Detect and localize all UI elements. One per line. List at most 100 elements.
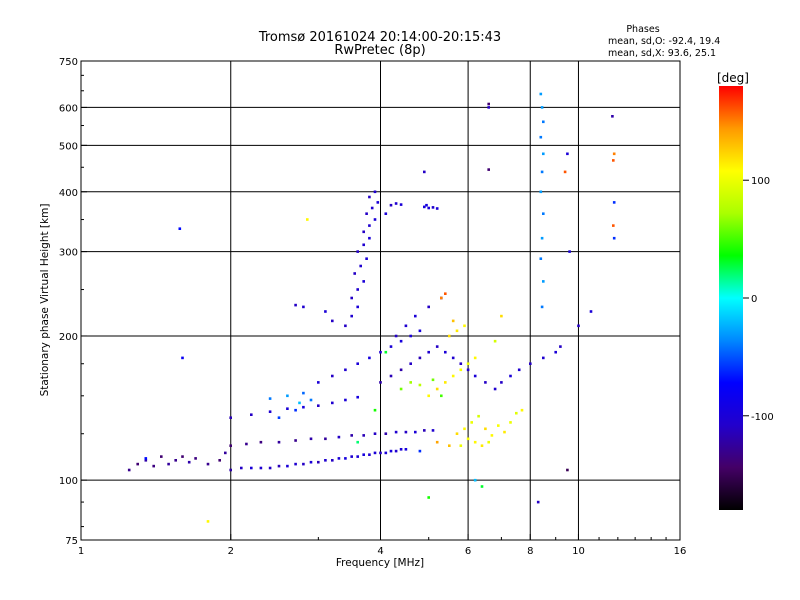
x-tick-label: 6 <box>465 546 471 557</box>
phases-title: Phases <box>626 24 659 35</box>
data-point <box>277 440 281 444</box>
data-point <box>470 421 473 424</box>
data-point <box>379 451 382 455</box>
data-point <box>229 468 232 472</box>
data-point <box>612 224 615 227</box>
data-point <box>563 170 567 174</box>
data-point <box>368 195 371 199</box>
colorbar-tick-label: 0 <box>751 294 757 305</box>
data-point <box>337 435 341 439</box>
data-point <box>187 460 191 464</box>
plot-area: 1 2 4 6 8 10 16 75 100 200 300 400 500 600 750 <box>59 57 686 557</box>
data-point <box>418 449 422 453</box>
data-point <box>294 303 297 307</box>
x-tick-label: 8 <box>527 546 533 557</box>
data-point <box>466 362 470 365</box>
data-point <box>539 135 543 139</box>
data-point <box>515 411 518 415</box>
y-tick-label: 75 <box>65 536 78 547</box>
data-point <box>399 203 403 206</box>
data-point <box>473 356 477 360</box>
data-point <box>181 356 184 360</box>
data-point <box>425 203 428 207</box>
data-point <box>404 430 408 434</box>
x-tick-label: 2 <box>228 546 234 557</box>
data-point <box>152 464 155 468</box>
x-tick-label: 10 <box>572 546 585 557</box>
data-point <box>473 478 477 482</box>
data-point <box>612 201 616 204</box>
y-tick-label: 750 <box>59 57 78 68</box>
data-point <box>440 296 443 300</box>
data-point <box>373 451 377 455</box>
data-point <box>487 102 490 106</box>
data-point <box>277 416 281 419</box>
data-point <box>324 437 327 441</box>
data-point <box>136 462 139 466</box>
data-point <box>409 334 412 338</box>
data-point <box>409 381 412 384</box>
data-point <box>459 368 463 372</box>
data-point <box>309 437 313 441</box>
data-point <box>368 236 371 240</box>
data-point <box>427 350 430 354</box>
y-tick-label: 300 <box>59 248 78 259</box>
data-point <box>466 368 470 372</box>
data-point <box>317 460 320 464</box>
data-point <box>356 395 359 399</box>
data-point <box>389 345 393 348</box>
data-point <box>431 429 435 432</box>
data-point <box>480 444 484 447</box>
data-point <box>409 362 412 365</box>
data-point <box>459 362 463 365</box>
data-point <box>268 397 272 400</box>
data-point <box>539 190 543 194</box>
grid-lines <box>81 61 680 540</box>
data-point <box>435 387 439 391</box>
data-point <box>566 152 569 156</box>
data-point <box>394 334 398 338</box>
data-point <box>466 437 470 441</box>
data-point <box>370 206 374 210</box>
data-point <box>309 460 313 464</box>
data-point <box>384 451 388 455</box>
data-point <box>423 429 426 432</box>
data-point <box>431 378 435 382</box>
data-point <box>427 496 430 499</box>
data-point <box>451 356 455 360</box>
data-point <box>294 439 297 442</box>
data-point <box>487 440 490 444</box>
data-point <box>384 350 388 354</box>
data-point <box>484 427 487 431</box>
data-point <box>509 421 512 424</box>
data-points <box>127 92 616 523</box>
data-point <box>368 356 371 360</box>
data-point <box>399 387 403 391</box>
data-point <box>359 264 362 268</box>
data-point <box>418 329 422 333</box>
data-point <box>384 432 388 435</box>
chart-subtitle: RwPretec (8p) <box>334 43 425 58</box>
data-point <box>394 202 398 205</box>
data-point <box>294 408 297 412</box>
data-point <box>368 224 371 227</box>
data-point <box>542 356 545 360</box>
data-point <box>362 453 365 456</box>
data-point <box>435 207 439 210</box>
data-point <box>540 305 544 309</box>
data-point <box>577 324 580 328</box>
data-point <box>539 92 543 96</box>
colorbar-tick-label: -100 <box>751 412 774 423</box>
data-point <box>389 374 393 378</box>
data-point <box>268 466 272 470</box>
data-point <box>493 339 497 343</box>
data-point <box>448 444 451 447</box>
data-point <box>493 387 497 391</box>
colorbar: [deg] 100 0 -100 <box>717 71 774 510</box>
data-point <box>414 430 417 434</box>
data-point <box>324 459 327 462</box>
data-point <box>174 459 177 462</box>
data-point <box>612 236 616 240</box>
data-point <box>427 206 430 210</box>
